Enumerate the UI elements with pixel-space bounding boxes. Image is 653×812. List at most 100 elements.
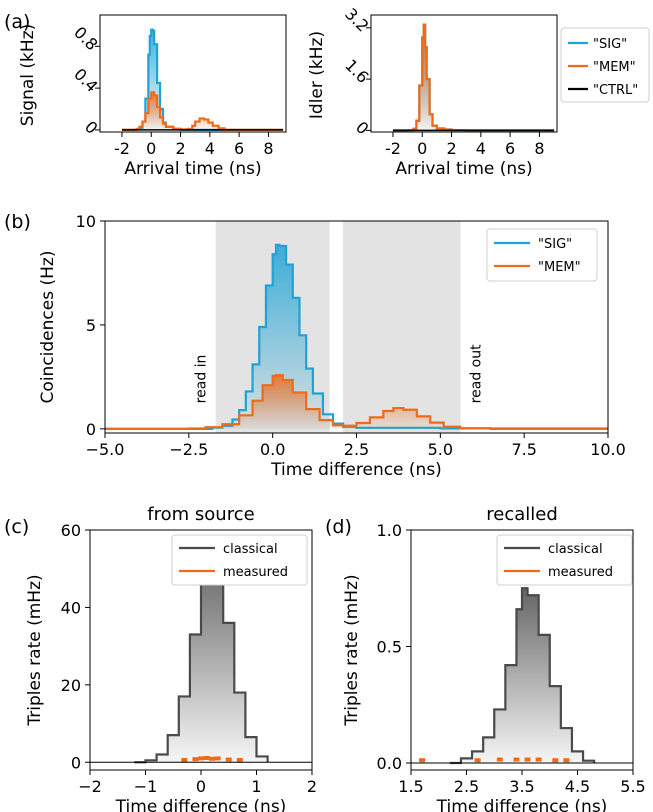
x-tick-label: 6	[234, 139, 244, 158]
x-axis-label: Time difference (ns)	[270, 460, 442, 480]
series-fill-sig	[121, 29, 284, 130]
x-tick-label: 1	[251, 777, 261, 796]
x-tick-label: 6	[505, 139, 515, 158]
window-label-read-in: read in	[194, 355, 210, 404]
x-axis-label: Time difference (ns)	[436, 797, 608, 812]
y-tick-label: 0.5	[377, 638, 402, 657]
series-fill-classical	[449, 588, 595, 764]
x-tick-label: 8	[534, 139, 544, 158]
y-tick-label: 60	[61, 521, 81, 540]
y-tick-label: 0	[71, 753, 81, 772]
y-tick-label: 1.0	[377, 521, 402, 540]
panel-label-c: (c)	[4, 516, 29, 538]
legend-panel-d: classical measured	[496, 534, 633, 586]
x-tick-label: 2.5	[344, 440, 369, 459]
measured-point	[214, 756, 221, 761]
chart-triples-recalled: 1.5 2.5 3.5 4.5 5.5 0.0 0.5 1.0 Time difference …	[342, 504, 646, 812]
plot-area	[121, 28, 284, 132]
series-line-mem	[121, 91, 284, 132]
legend-label-classical: classical	[548, 542, 603, 557]
chart-title: from source	[147, 504, 254, 525]
plot-area	[105, 243, 608, 430]
measured-point	[513, 757, 520, 762]
x-axis-label: Time difference (ns)	[115, 797, 287, 812]
panel-label-b: (b)	[4, 211, 31, 233]
x-tick-label: 0.0	[260, 440, 285, 459]
x-tick-label: −1	[134, 777, 158, 796]
legend-label-classical: classical	[223, 542, 278, 557]
axes-frame	[99, 14, 287, 133]
series-line-classical	[449, 587, 596, 765]
measured-point	[563, 758, 570, 763]
y-tick-label: 10	[76, 212, 96, 231]
x-axis-label: Arrival time (ns)	[124, 159, 261, 179]
measured-point	[181, 757, 188, 762]
x-tick-label: 1.5	[398, 777, 423, 796]
x-tick-label: 7.5	[511, 440, 536, 459]
plot-area	[134, 555, 269, 764]
y-tick-label: 20	[61, 676, 81, 695]
legend-panel-b: "SIG" "MEM"	[486, 228, 598, 282]
y-tick-label: 0	[352, 118, 373, 139]
measured-point	[419, 758, 426, 763]
x-tick-label: 2	[307, 777, 317, 796]
x-tick-label: 2	[446, 139, 456, 158]
x-tick-label: 3.5	[509, 777, 534, 796]
chart-coincidences: read in read out −5.0 −2.5 0.0 2.5 5.0 7.5 10.0 0…	[38, 212, 626, 480]
legend-label-measured: measured	[223, 565, 288, 580]
plot-area	[419, 587, 596, 765]
y-tick-label: 0.4	[70, 65, 101, 96]
measured-point	[474, 758, 481, 763]
y-tick-label: 1.6	[341, 56, 372, 87]
y-axis-label: Triples rate (mHz)	[342, 574, 362, 726]
legend-label-mem: "MEM"	[538, 260, 581, 275]
panel-label-a: (a)	[4, 11, 30, 33]
measured-point	[236, 757, 243, 762]
y-tick-label: 5	[86, 316, 96, 335]
panel-label-d: (d)	[325, 516, 352, 538]
measured-point	[225, 757, 232, 762]
x-tick-label: 4	[205, 139, 215, 158]
y-axis-label: Triples rate (mHz)	[25, 574, 45, 726]
x-tick-label: 5.0	[428, 440, 453, 459]
measured-point	[198, 756, 204, 761]
y-tick-label: 0	[86, 420, 96, 439]
legend-frame	[560, 27, 650, 103]
series-fill-sig	[392, 24, 555, 131]
y-axis-label: Idler (kHz)	[307, 31, 327, 119]
series-fill-classical	[134, 557, 268, 763]
y-axis-label: Signal (kHz)	[18, 24, 38, 126]
x-tick-label: −5.0	[86, 440, 125, 459]
x-tick-label: 0	[196, 777, 206, 796]
chart-title: recalled	[486, 504, 558, 525]
measured-point	[535, 757, 542, 762]
axes-frame	[370, 14, 558, 133]
x-tick-label: 4	[476, 139, 486, 158]
legend-panel-a: "SIG" "MEM" "CTRL"	[560, 27, 650, 103]
y-tick-label: 40	[61, 598, 81, 617]
legend-label-sig: "SIG"	[538, 237, 572, 252]
series-line-sig	[392, 23, 555, 132]
y-tick-label: 3.2	[341, 4, 372, 35]
x-axis-label: Arrival time (ns)	[395, 159, 532, 179]
measured-point	[496, 757, 503, 762]
measured-point	[203, 756, 210, 760]
x-tick-label: 2	[175, 139, 185, 158]
y-tick-label: 0	[81, 117, 102, 138]
x-tick-label: 4.5	[565, 777, 590, 796]
series-fill-mem	[392, 24, 555, 131]
y-tick-label: 0.0	[377, 754, 402, 773]
shaded-window-read-out	[343, 221, 461, 433]
legend-label-sig: "SIG"	[593, 37, 627, 52]
plot-area	[392, 23, 555, 132]
x-tick-label: 2.5	[454, 777, 479, 796]
x-tick-label: -2	[385, 139, 401, 158]
x-tick-label: 0	[417, 139, 427, 158]
legend-label-mem: "MEM"	[593, 60, 636, 75]
x-tick-label: 10.0	[590, 440, 626, 459]
x-tick-label: −2	[78, 777, 102, 796]
x-tick-label: −2.5	[169, 440, 208, 459]
